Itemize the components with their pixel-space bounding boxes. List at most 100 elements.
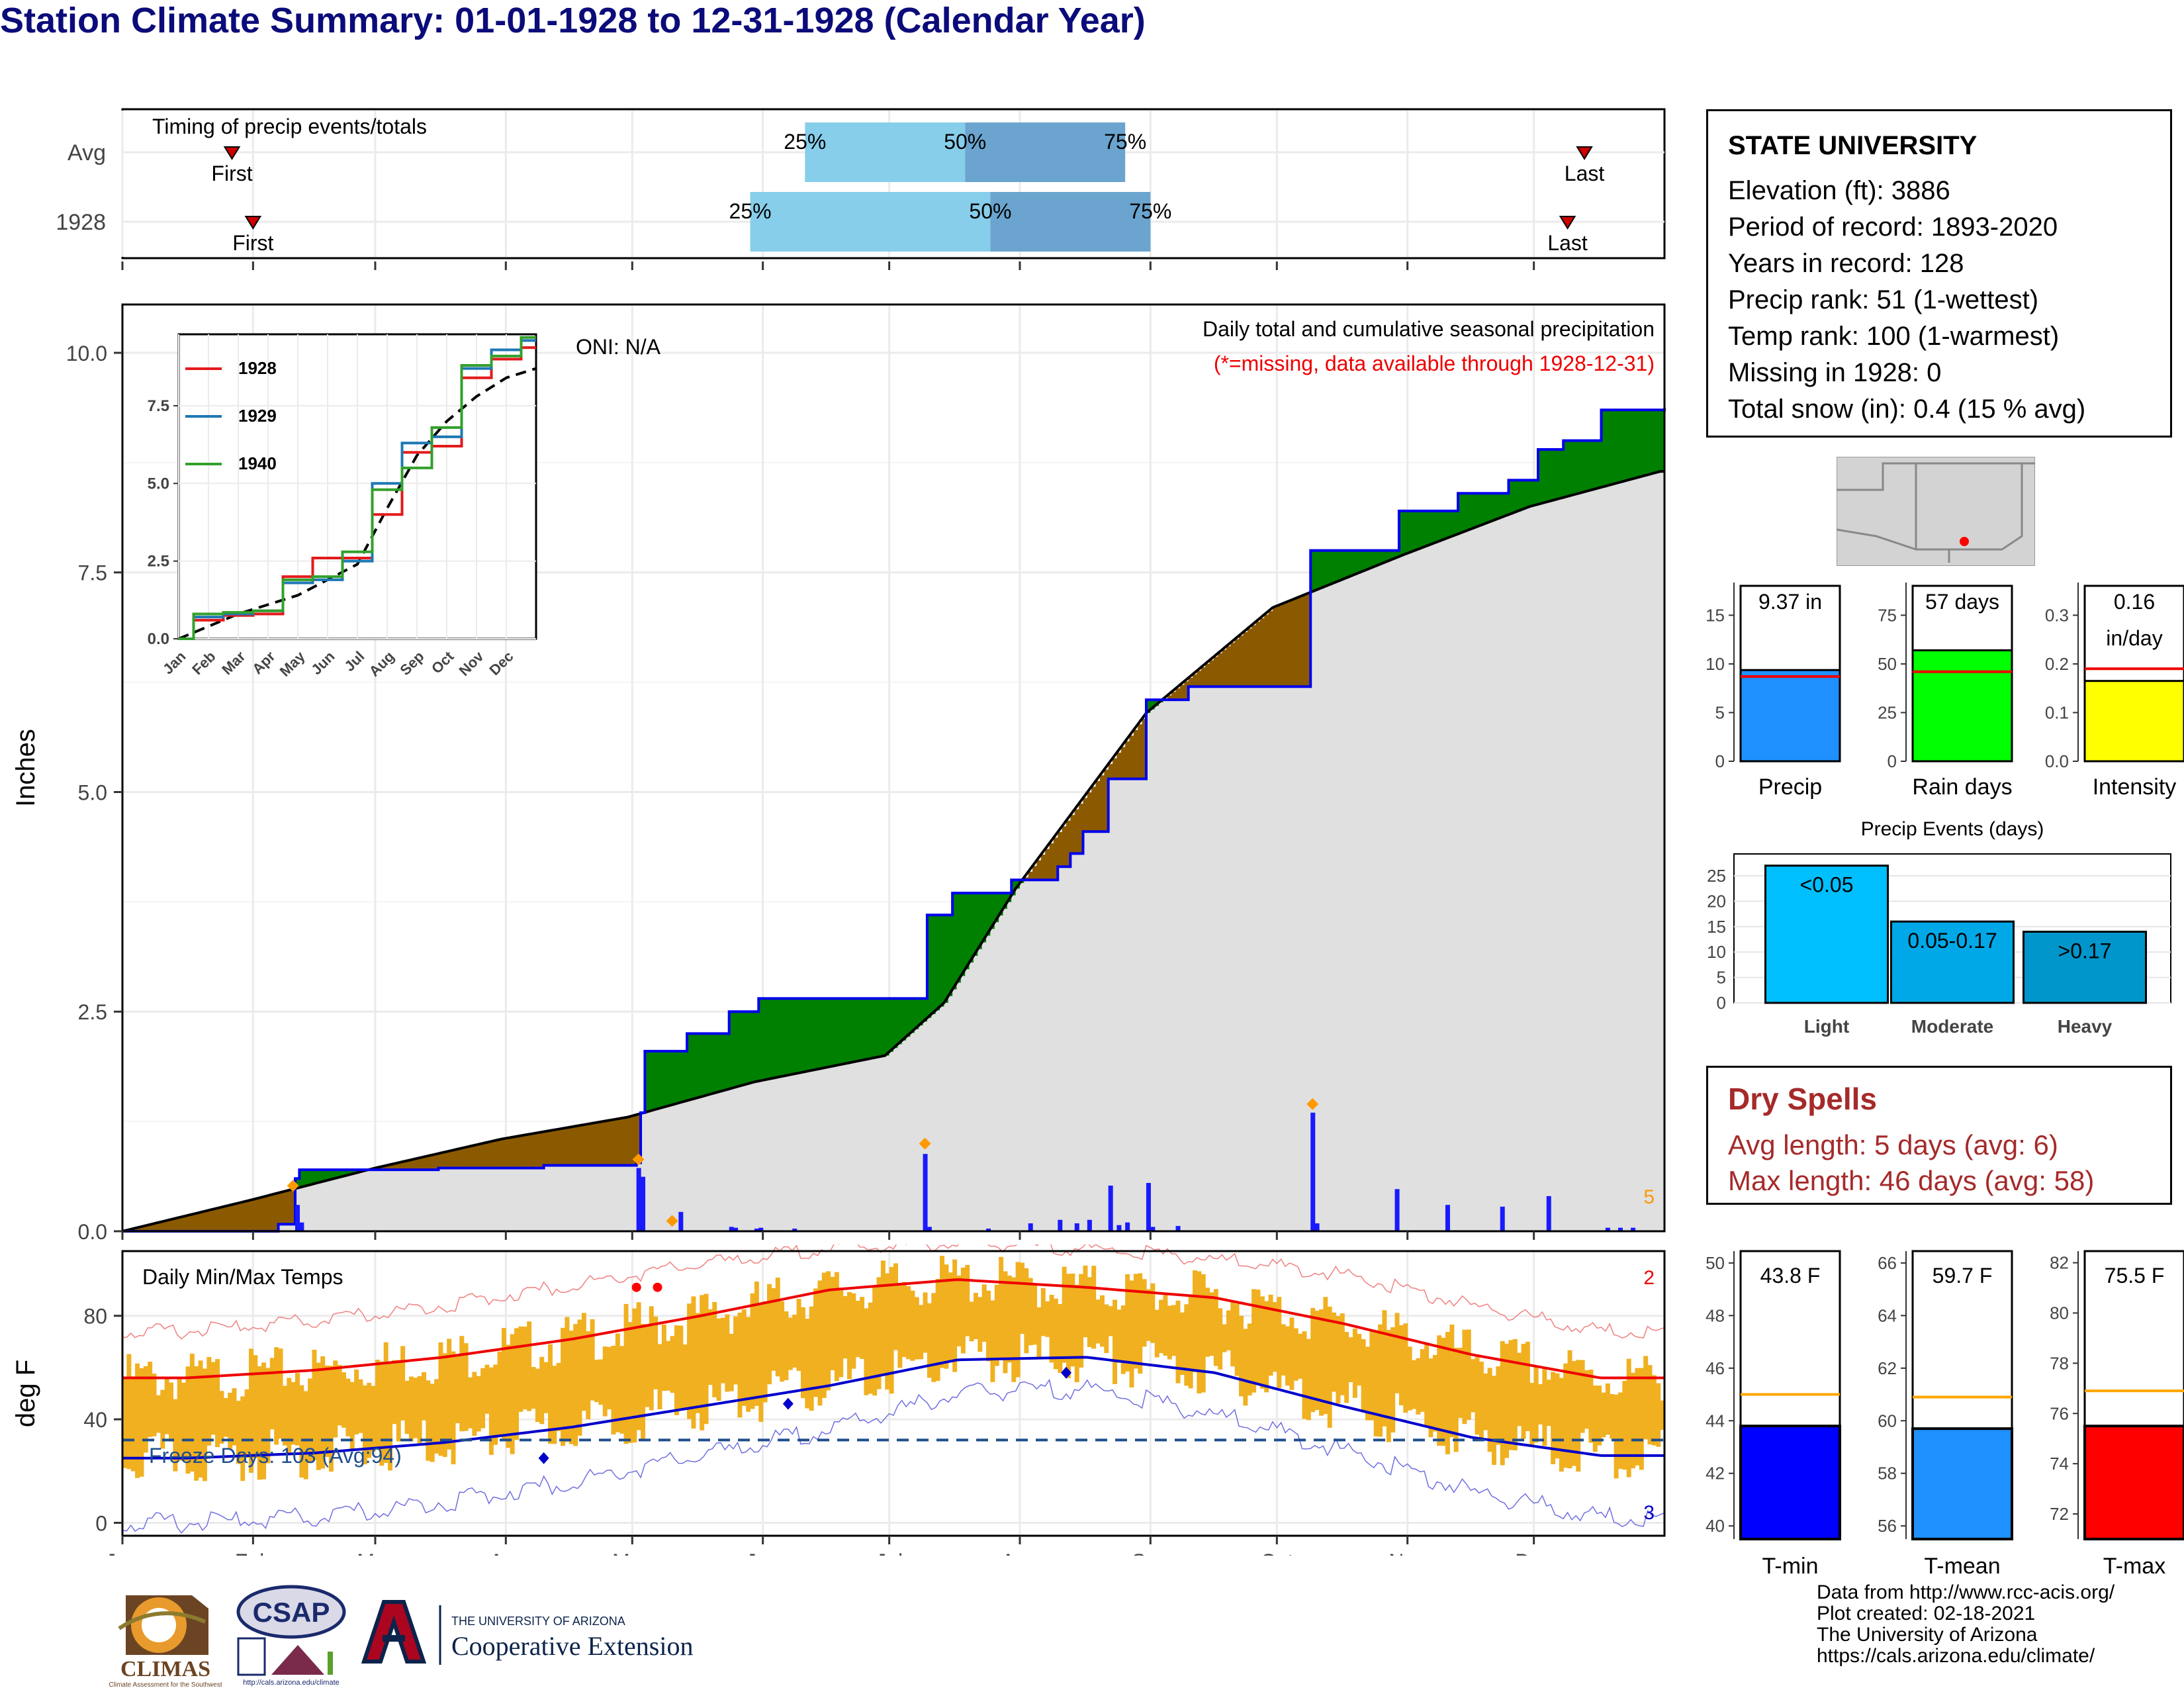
below-average-fill [1306,594,1311,687]
above-average-fill [1651,410,1657,474]
daily-temp-bar [1201,1274,1206,1393]
y-tick-label: 74 [2050,1454,2069,1474]
daily-temp-bar [408,1376,414,1442]
daily-temp-bar [1584,1370,1590,1429]
daily-temp-bar [1113,1299,1118,1384]
above-average-fill [1487,493,1492,523]
below-average-fill [236,1203,241,1231]
cumulative-base-fill [400,1170,406,1231]
daily-temp-bar [632,1308,637,1443]
cumulative-base-fill [1517,511,1522,1231]
daily-temp-bar [148,1362,153,1437]
daily-temp-bar [897,1284,903,1368]
daily-temp-bar [143,1366,148,1453]
cumulative-base-fill [1091,831,1097,1231]
below-average-fill [543,1131,549,1166]
above-average-fill [1521,480,1526,510]
cumulative-base-fill [1373,567,1379,1231]
summary-bar-label: Rain days [1912,774,2012,800]
cumulative-base-fill [303,1186,308,1231]
cumulative-base-fill [426,1170,431,1231]
cumulative-base-fill [1205,686,1210,1231]
cumulative-base-fill [1441,540,1446,1231]
daily-temp-bar [527,1321,532,1411]
timing-quantile-label: 50% [969,199,1011,223]
cumulative-base-fill [1277,686,1282,1231]
above-average-fill [1344,550,1349,579]
above-average-fill [780,998,784,1077]
cumulative-base-fill [695,1098,700,1231]
daily-temp-bar [1272,1301,1277,1372]
daily-temp-bar [522,1327,527,1410]
daily-temp-bar [539,1356,545,1425]
y-tick-label: 25 [1878,702,1897,722]
daily-temp-bar [463,1343,469,1431]
daily-temp-bar [901,1282,907,1358]
station-detail-line: Total snow (in): 0.4 (15 % avg) [1728,395,2086,424]
daily-temp-bar [666,1340,671,1391]
cumulative-base-fill [396,1170,401,1231]
daily-temp-bar [586,1331,591,1419]
x-tick-label: Apr [489,1550,522,1556]
cumulative-base-fill [653,1109,658,1231]
daily-temp-bar [1551,1372,1556,1464]
cumulative-base-fill [940,1006,944,1231]
record-low-marker [538,1452,549,1464]
above-average-fill [1398,510,1404,557]
below-average-fill [1083,798,1088,832]
cumulative-base-fill [1302,686,1307,1231]
above-average-fill [324,1170,330,1182]
cumulative-base-fill [737,1086,743,1231]
below-average-fill [518,1136,523,1168]
y-tick-label: 64 [1878,1305,1897,1325]
summary-bar-value [1739,1425,1841,1540]
daily-precip-bar [1394,1189,1400,1231]
daily-temp-bar [1019,1262,1024,1335]
above-average-fill [1327,550,1332,586]
daily-temp-bar [295,1373,300,1446]
cumulative-base-fill [1398,556,1404,1231]
record-high-count: 2 [1643,1267,1655,1289]
below-average-fill [1201,667,1206,687]
y-tick-label: 80 [2050,1303,2069,1323]
daily-temp-bar [1361,1339,1366,1413]
daily-temp-bar [312,1349,317,1460]
below-average-fill [556,1129,561,1166]
daily-temp-bar [1546,1380,1551,1427]
above-average-fill [960,893,966,976]
above-average-fill [1407,510,1412,553]
cumulative-base-fill [1458,534,1463,1231]
daily-temp-bar [1079,1274,1084,1368]
first-label: First [211,162,252,185]
daily-temp-bar [1471,1359,1476,1413]
csap-text: CSAP [253,1597,330,1628]
below-average-fill [539,1132,545,1168]
daily-temp-bar [375,1360,380,1449]
cumulative-base-fill [1500,518,1505,1231]
cumulative-base-fill [1533,505,1539,1231]
cumulative-base-fill [1318,588,1324,1231]
above-average-fill [704,1033,709,1096]
below-average-fill [480,1143,485,1168]
below-average-fill [565,1128,570,1166]
cumulative-base-fill [328,1180,334,1231]
daily-temp-bar [194,1366,199,1481]
cumulative-base-fill [1310,592,1316,1231]
daily-temp-bar [935,1279,940,1382]
below-average-fill [421,1157,426,1170]
cumulative-base-fill [1298,686,1303,1231]
daily-temp-bar [1517,1352,1522,1427]
daily-temp-bar [265,1368,271,1464]
daily-temp-bar [1656,1383,1661,1447]
above-average-fill [1318,550,1324,589]
cumulative-base-fill [931,1014,936,1231]
cumulative-base-fill [704,1096,709,1231]
cumulative-base-fill [1559,498,1564,1231]
cumulative-base-fill [615,1165,620,1231]
cumulative-base-fill [1070,853,1075,1231]
cumulative-base-fill [577,1165,582,1231]
daily-temp-bar [236,1401,241,1464]
below-average-fill [287,1190,292,1225]
cumulative-base-fill [1028,880,1033,1231]
below-average-fill [493,1141,498,1168]
